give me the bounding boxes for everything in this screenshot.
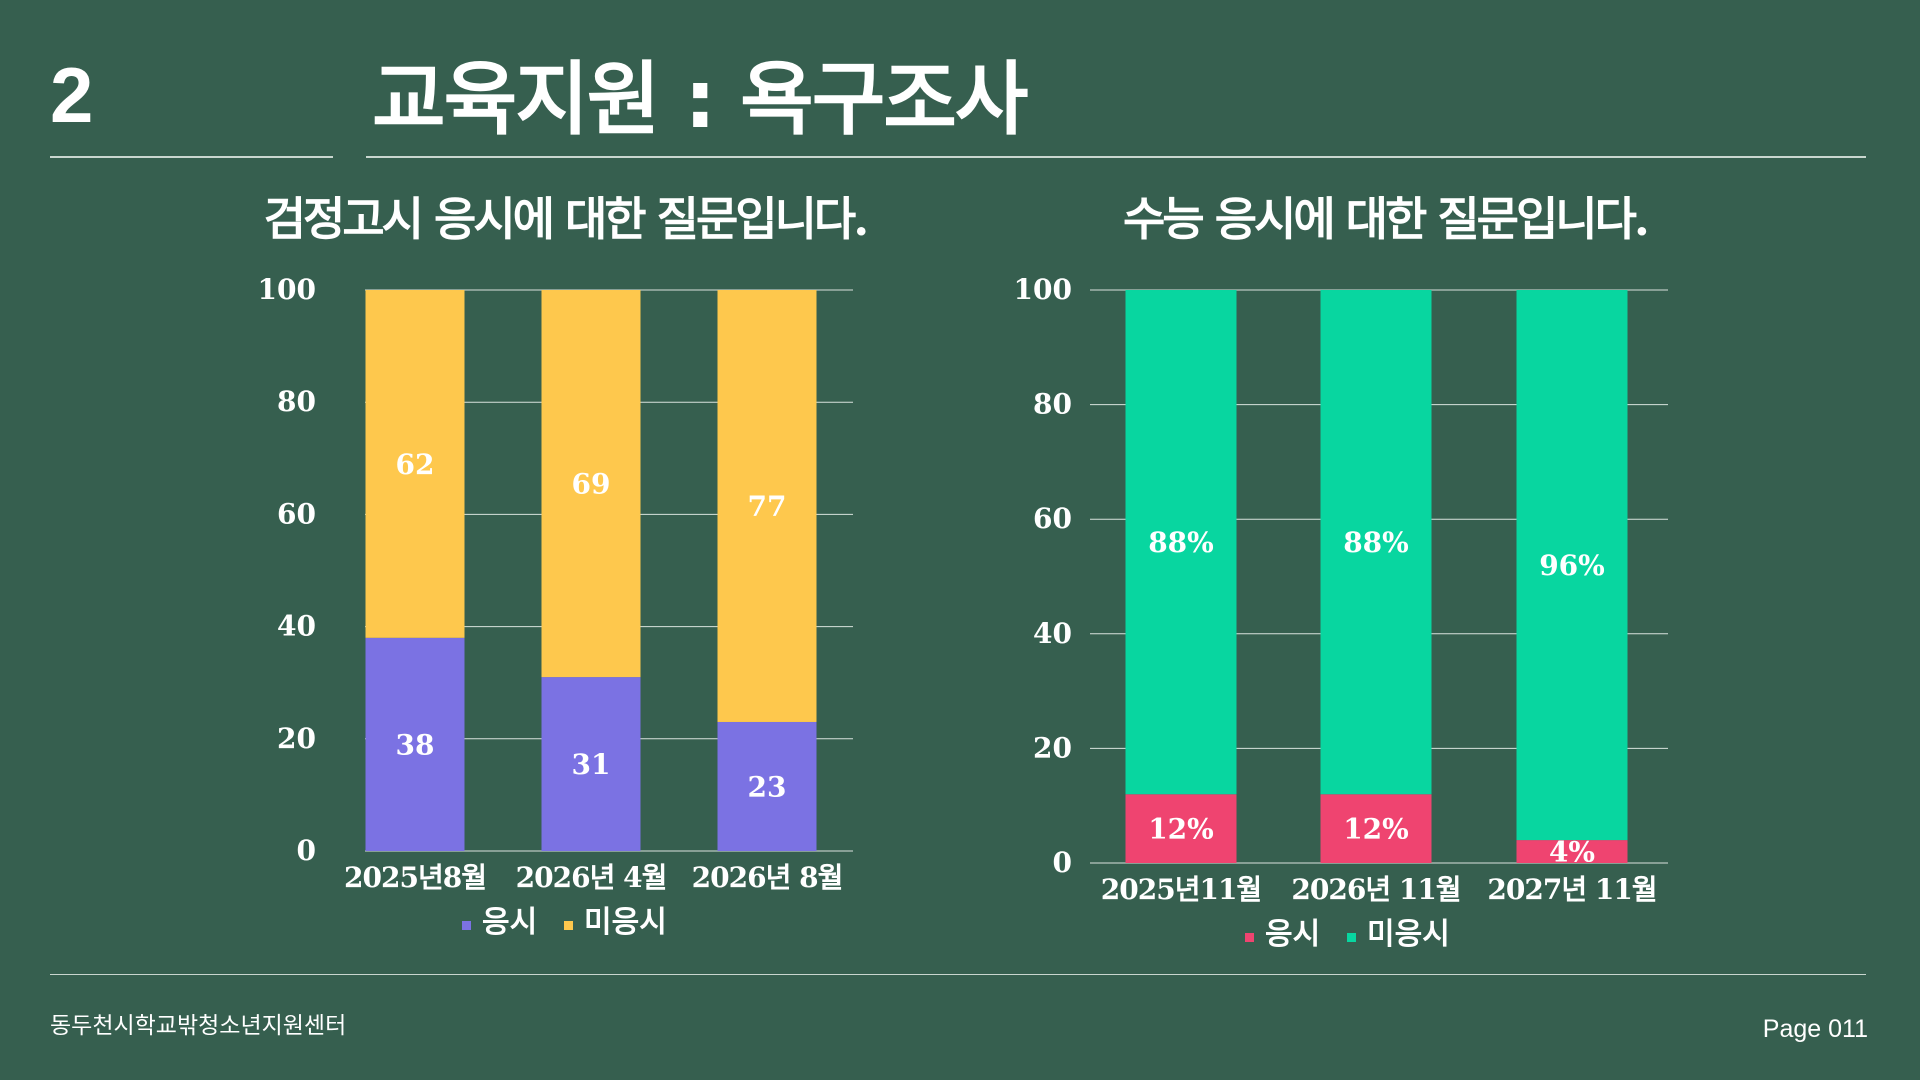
legend-swatch [1245,933,1254,942]
slide-title: 교육지원 : 욕구조사 [372,53,1028,146]
bar-apply [541,677,641,851]
title-divider-right [366,156,1866,158]
legend-swatch [462,921,471,930]
chart-title: 수능 응시에 대한 질문입니다. [1123,192,1647,246]
x-category-label: 2026년 11월 [1291,873,1460,906]
bar-not-apply [1125,290,1237,795]
y-tick-label: 0 [1053,846,1072,879]
legend-label: 미응시 [584,905,667,940]
bar-not-apply [365,290,465,638]
data-label: 88% [1148,526,1214,559]
x-category-label: 2026년 4월 [516,861,667,894]
footer-divider [50,974,1866,975]
y-tick-label: 60 [1033,502,1072,535]
bar-apply [1516,840,1628,863]
legend-swatch [564,921,573,930]
bar-apply [717,721,817,851]
data-label: 23 [748,770,787,803]
bar-apply [1320,794,1432,863]
x-category-label: 2026년 8월 [692,861,843,894]
slide-number: 2 [50,51,94,139]
x-category-label: 2025년8월 [344,861,486,894]
bar-apply [1125,794,1237,863]
data-label: 62 [396,448,435,481]
data-label: 88% [1343,526,1409,559]
bar-not-apply [717,290,817,722]
data-label: 4% [1549,836,1595,869]
bar-not-apply [1320,290,1432,795]
data-label: 69 [572,468,611,501]
chart-title: 검정고시 응시에 대한 질문입니다. [264,192,867,246]
x-category-label: 2025년11월 [1101,873,1261,906]
legend-swatch [1347,933,1356,942]
bar-apply [365,637,465,851]
page-number: Page 011 [1762,1015,1868,1043]
legend-label: 응시 [1265,917,1320,952]
data-label: 31 [572,748,611,781]
y-tick-label: 20 [277,722,316,755]
bar-not-apply [541,290,641,678]
y-tick-label: 100 [258,273,316,306]
footer-organization: 동두천시학교밖청소년지원센터 [50,1013,347,1039]
x-category-label: 2027년 11월 [1487,873,1656,906]
y-tick-label: 80 [1033,388,1072,421]
y-tick-label: 20 [1033,731,1072,764]
data-label: 96% [1539,549,1605,582]
bar-not-apply [1516,290,1628,841]
y-tick-label: 80 [277,385,316,418]
data-label: 38 [396,728,435,761]
y-tick-label: 100 [1014,273,1072,306]
legend-label: 미응시 [1367,917,1450,952]
y-tick-label: 40 [277,610,316,643]
data-label: 12% [1343,813,1409,846]
y-tick-label: 0 [297,834,316,867]
data-label: 12% [1148,813,1214,846]
legend-label: 응시 [482,905,537,940]
title-divider-left [50,156,333,158]
y-tick-label: 40 [1033,617,1072,650]
ged-chart: 검정고시 응시에 대한 질문입니다. 0 20 40 60 80 100 38 62 2025년8… [258,192,870,940]
y-tick-label: 60 [277,497,316,530]
data-label: 77 [748,490,787,523]
